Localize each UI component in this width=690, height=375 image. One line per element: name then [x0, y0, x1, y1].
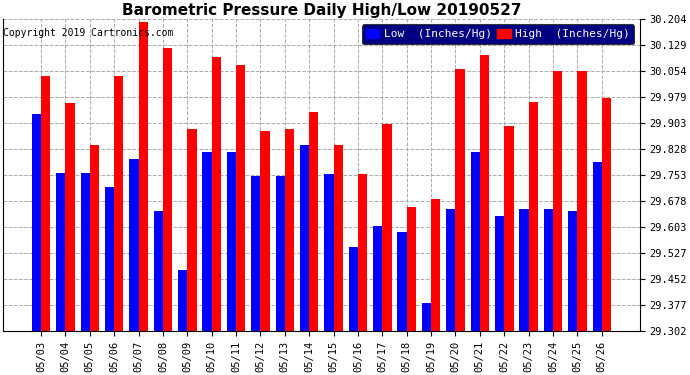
Bar [406, 207, 416, 331]
Bar [495, 216, 504, 331]
Bar [114, 76, 124, 331]
Title: Barometric Pressure Daily High/Low 20190527: Barometric Pressure Daily High/Low 20190… [121, 3, 521, 18]
Legend: Low  (Inches/Hg), High  (Inches/Hg): Low (Inches/Hg), High (Inches/Hg) [362, 24, 634, 44]
Bar [553, 70, 562, 331]
Bar [422, 303, 431, 331]
Bar [333, 145, 343, 331]
Bar [139, 22, 148, 331]
Bar [178, 270, 187, 331]
Bar [105, 186, 114, 331]
Bar [324, 174, 333, 331]
Text: Copyright 2019 Cartronics.com: Copyright 2019 Cartronics.com [3, 28, 174, 38]
Bar [41, 76, 50, 331]
Bar [455, 69, 465, 331]
Bar [154, 211, 163, 331]
Bar [129, 159, 139, 331]
Bar [202, 152, 212, 331]
Bar [373, 226, 382, 331]
Bar [593, 162, 602, 331]
Bar [300, 145, 309, 331]
Bar [32, 114, 41, 331]
Bar [504, 126, 513, 331]
Bar [471, 152, 480, 331]
Bar [382, 124, 392, 331]
Bar [358, 174, 367, 331]
Bar [529, 102, 538, 331]
Bar [602, 98, 611, 331]
Bar [81, 172, 90, 331]
Bar [227, 152, 236, 331]
Bar [187, 129, 197, 331]
Bar [520, 209, 529, 331]
Bar [309, 112, 319, 331]
Bar [446, 209, 455, 331]
Bar [275, 176, 285, 331]
Bar [480, 55, 489, 331]
Bar [56, 172, 66, 331]
Bar [568, 211, 578, 331]
Bar [236, 65, 246, 331]
Bar [66, 104, 75, 331]
Bar [544, 209, 553, 331]
Bar [251, 176, 260, 331]
Bar [431, 199, 440, 331]
Bar [578, 70, 586, 331]
Bar [285, 129, 294, 331]
Bar [260, 131, 270, 331]
Bar [90, 145, 99, 331]
Bar [212, 57, 221, 331]
Bar [348, 247, 358, 331]
Bar [163, 48, 172, 331]
Bar [397, 231, 406, 331]
